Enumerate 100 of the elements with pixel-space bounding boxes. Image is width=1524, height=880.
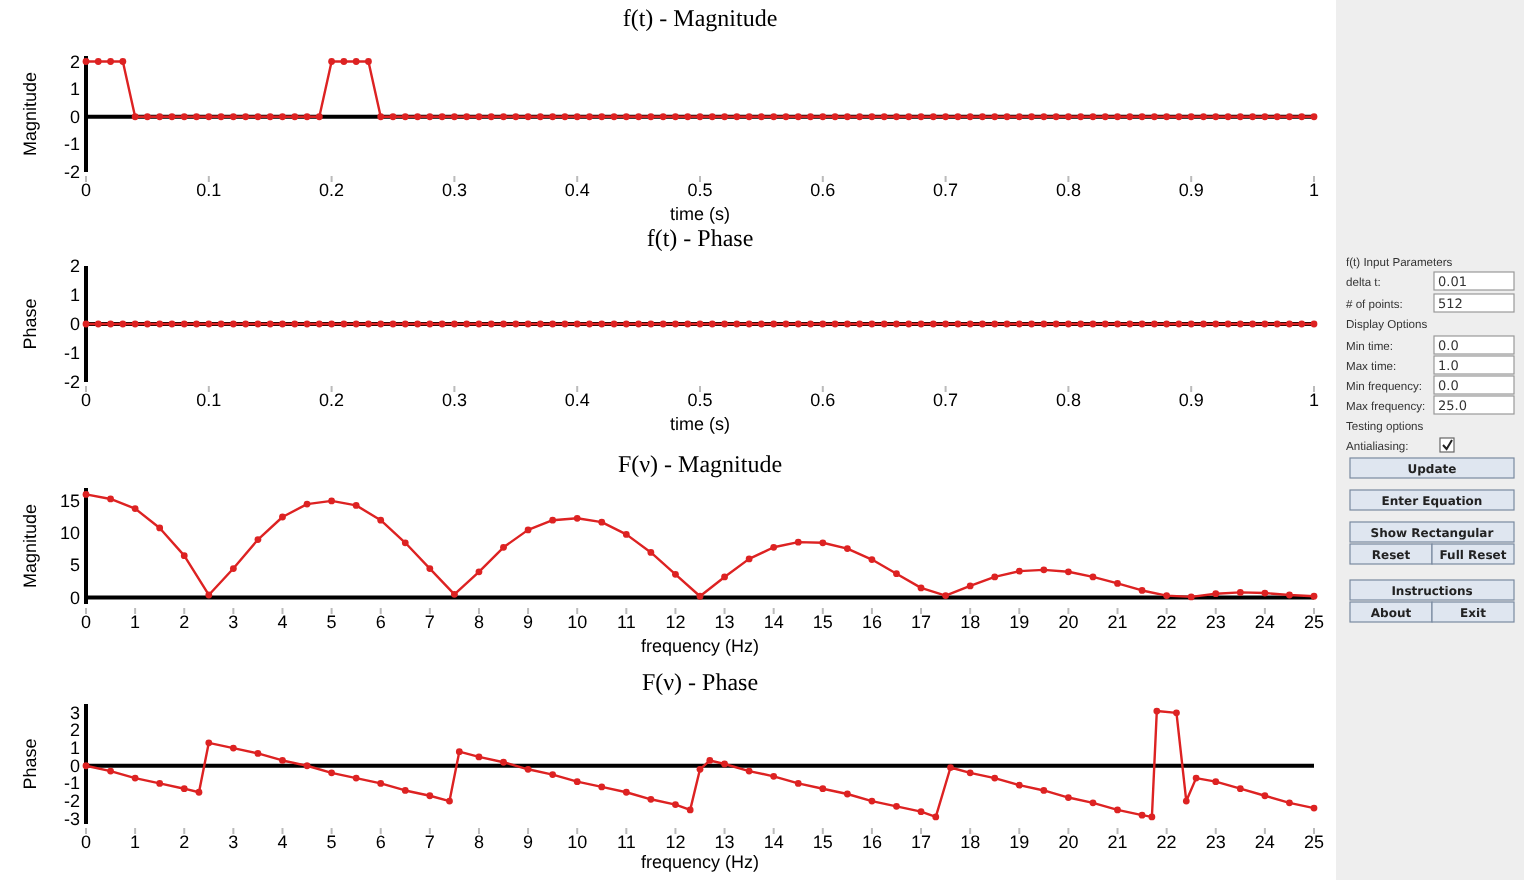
x-tick-label: 0.8 bbox=[1055, 390, 1081, 410]
x-tick-label: 23 bbox=[1205, 612, 1226, 632]
point bbox=[932, 813, 940, 821]
point bbox=[82, 762, 90, 770]
point bbox=[647, 549, 655, 556]
x-tick-label: 0.6 bbox=[810, 390, 836, 410]
point bbox=[156, 780, 164, 787]
y-tick-label: -1 bbox=[63, 773, 80, 794]
x-tick-label: 5 bbox=[326, 832, 337, 852]
point bbox=[549, 516, 557, 524]
x-axis-title: time (s) bbox=[670, 414, 730, 434]
x-tick-label: 1 bbox=[130, 612, 141, 632]
point bbox=[229, 744, 237, 752]
y-tick-label: 10 bbox=[59, 523, 80, 544]
point bbox=[672, 801, 679, 808]
point bbox=[1138, 587, 1146, 594]
point bbox=[426, 565, 434, 572]
y-axis-title: Phase bbox=[20, 298, 40, 350]
point bbox=[500, 758, 507, 766]
point bbox=[1138, 811, 1146, 819]
x-tick-label: 0.3 bbox=[441, 390, 467, 410]
point bbox=[770, 543, 778, 551]
y-tick-label: 0 bbox=[69, 587, 80, 608]
x-tick-label: 22 bbox=[1156, 832, 1177, 852]
x-tick-label: 15 bbox=[812, 832, 833, 852]
point bbox=[1261, 792, 1269, 800]
point bbox=[131, 774, 139, 782]
point bbox=[1114, 579, 1121, 587]
x-tick-label: 8 bbox=[473, 612, 484, 632]
point bbox=[1065, 794, 1072, 801]
point bbox=[1261, 589, 1269, 597]
x-tick-label: 23 bbox=[1205, 832, 1226, 852]
x-tick-label: 14 bbox=[763, 832, 784, 852]
x-tick-label: 0.4 bbox=[564, 390, 590, 410]
y-tick-label: 15 bbox=[59, 490, 80, 511]
point bbox=[1040, 787, 1048, 794]
point bbox=[794, 538, 802, 546]
point bbox=[475, 568, 483, 576]
x-tick-label: 0.5 bbox=[687, 180, 713, 200]
point bbox=[1015, 567, 1023, 575]
chart-title: F(ν) - Phase bbox=[641, 668, 759, 696]
point bbox=[770, 772, 778, 780]
x-tick-label: 17 bbox=[911, 612, 932, 632]
x-tick-label: 1 bbox=[1308, 390, 1320, 410]
x-tick-label: 25 bbox=[1303, 612, 1325, 632]
x-tick-label: 0.2 bbox=[319, 180, 345, 200]
x-tick-label: 2 bbox=[179, 612, 190, 632]
point bbox=[1148, 813, 1156, 821]
point bbox=[524, 765, 532, 773]
point bbox=[573, 514, 581, 522]
x-tick-label: 12 bbox=[665, 612, 686, 632]
point bbox=[745, 555, 753, 563]
x-tick-label: 10 bbox=[567, 612, 588, 632]
point bbox=[446, 797, 453, 805]
x-tick-label: 11 bbox=[616, 612, 636, 632]
point bbox=[1187, 593, 1195, 601]
x-tick-label: 19 bbox=[1009, 832, 1030, 852]
y-tick-label: 3 bbox=[69, 702, 80, 723]
x-tick-label: 18 bbox=[960, 612, 981, 632]
point bbox=[1310, 592, 1318, 600]
point bbox=[549, 771, 557, 778]
point bbox=[401, 787, 409, 794]
point bbox=[893, 570, 900, 578]
point bbox=[1192, 774, 1200, 782]
point bbox=[254, 536, 262, 543]
point bbox=[1015, 781, 1023, 789]
point bbox=[524, 526, 532, 534]
chart-title: f(t) - Phase bbox=[646, 224, 754, 252]
y-tick-label: -2 bbox=[63, 162, 80, 182]
point bbox=[303, 762, 311, 770]
point bbox=[254, 750, 262, 757]
x-tick-label: 7 bbox=[424, 612, 435, 632]
point bbox=[917, 584, 925, 592]
x-tick-label: 15 bbox=[812, 612, 833, 632]
x-tick-label: 2 bbox=[179, 832, 190, 852]
x-tick-label: 16 bbox=[861, 832, 882, 852]
point bbox=[401, 539, 409, 547]
point bbox=[352, 502, 360, 509]
y-tick-label: 2 bbox=[69, 256, 80, 276]
point bbox=[819, 785, 827, 793]
point bbox=[180, 785, 188, 793]
x-tick-label: 3 bbox=[228, 832, 239, 852]
point bbox=[843, 790, 851, 798]
y-axis-title: Magnitude bbox=[20, 71, 40, 157]
x-tick-label: 0.7 bbox=[933, 390, 959, 410]
point bbox=[622, 788, 630, 796]
point bbox=[966, 582, 974, 590]
x-tick-label: 0.9 bbox=[1178, 180, 1204, 200]
point bbox=[82, 491, 90, 498]
x-tick-label: 14 bbox=[763, 612, 784, 632]
point bbox=[500, 543, 507, 551]
point bbox=[819, 539, 827, 547]
point bbox=[745, 767, 753, 775]
y-tick-label: 0 bbox=[69, 755, 80, 776]
point bbox=[1236, 589, 1244, 596]
point bbox=[180, 552, 188, 560]
point bbox=[573, 778, 581, 786]
y-tick-label: -2 bbox=[63, 791, 80, 812]
point bbox=[721, 573, 728, 581]
point bbox=[107, 495, 114, 503]
